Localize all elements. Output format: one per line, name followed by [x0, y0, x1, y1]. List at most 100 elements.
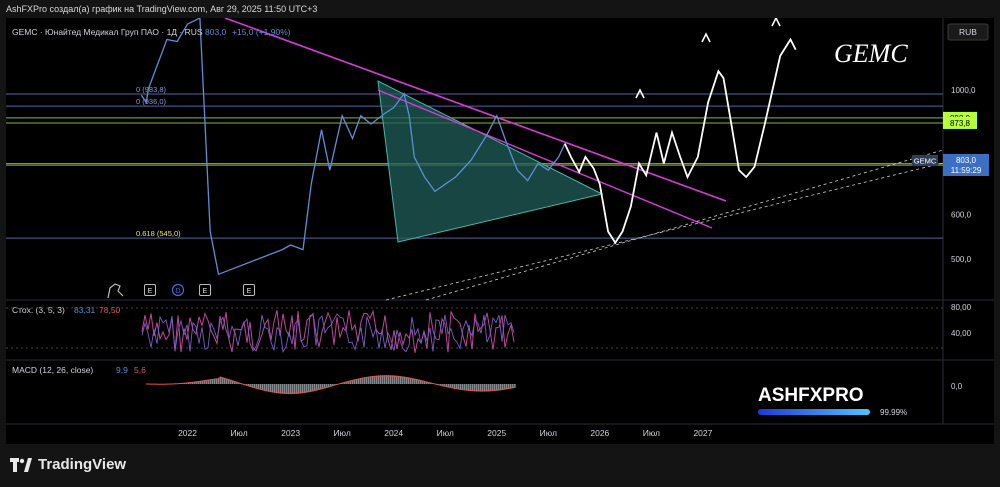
- macd-histogram-bar: [322, 384, 324, 390]
- macd-histogram-bar: [354, 379, 356, 384]
- macd-histogram-bar: [226, 378, 228, 384]
- macd-histogram-bar: [462, 384, 464, 391]
- price-chart-svg[interactable]: 0 (983,8) 0 (936,0) 0.618 (545,0) GEMC · Ю…: [6, 18, 994, 444]
- forecast-arrow-icon: [771, 18, 781, 27]
- macd-histogram-bar: [318, 384, 320, 391]
- earnings-marker: [243, 284, 255, 296]
- dividend-marker-label: D: [175, 288, 180, 295]
- dinosaur-icon[interactable]: [107, 283, 124, 299]
- macd-histogram-bar: [252, 384, 254, 388]
- macd-histogram-bar: [374, 375, 376, 384]
- symbol-title[interactable]: GEMC · Юнайтед Медикал Груп ПАО · 1Д · R…: [12, 27, 203, 37]
- macd-histogram-bar: [496, 384, 498, 391]
- macd-histogram-bar: [198, 381, 200, 384]
- macd-histogram-bar: [474, 384, 476, 392]
- macd-histogram-bar: [284, 384, 286, 394]
- symbol-annotation: GEMC: [834, 39, 908, 68]
- macd-histogram-bar: [402, 376, 404, 384]
- macd-histogram-bar: [426, 381, 428, 384]
- macd-histogram-bar: [362, 377, 364, 384]
- macd-histogram-bar: [356, 379, 358, 384]
- macd-histogram-bar: [382, 375, 384, 384]
- macd-histogram-bar: [506, 384, 508, 390]
- chart-frame[interactable]: 0 (983,8) 0 (936,0) 0.618 (545,0) GEMC · Ю…: [6, 18, 994, 444]
- time-axis-tick: 2025: [487, 428, 506, 438]
- macd-histogram-bar: [202, 380, 204, 384]
- stoch-tick: 80,00: [951, 303, 972, 312]
- macd-histogram-bar: [472, 384, 474, 392]
- macd-histogram-bar: [248, 384, 250, 386]
- macd-histogram-bar: [270, 384, 272, 393]
- watermark-progress-bar: [758, 409, 870, 415]
- time-axis-tick: 2023: [281, 428, 300, 438]
- macd-histogram-bar: [498, 384, 500, 391]
- macd-histogram-bar: [234, 381, 236, 384]
- macd-histogram-bar: [482, 384, 484, 392]
- macd-histogram-bar: [358, 378, 360, 384]
- stoch-tick: 40,00: [951, 329, 972, 338]
- macd-histogram-bar: [286, 384, 288, 395]
- macd-histogram-bar: [390, 375, 392, 384]
- earnings-marker-label: E: [148, 288, 153, 295]
- price-axis-tick: 500,0: [951, 255, 972, 264]
- current-price-symbol-tag: [912, 155, 938, 166]
- macd-histogram-bar: [378, 375, 380, 384]
- macd-histogram-bar: [210, 379, 212, 384]
- macd-histogram-bar: [326, 384, 328, 388]
- macd-histogram-bar: [204, 380, 206, 384]
- time-axis-ticks: 2022 Июл 2023 Июл 2024 Июл 2025 Июл 2026 Июл 2027: [178, 428, 713, 438]
- macd-histogram-bar: [446, 384, 448, 387]
- stoch-k-line: [141, 309, 515, 353]
- currency-label: RUB: [959, 27, 977, 37]
- macd-histogram-bar: [406, 377, 408, 384]
- macd-histogram-bar: [236, 381, 238, 384]
- macd-histogram-bar: [332, 384, 334, 387]
- macd-histogram-bar: [296, 384, 298, 394]
- macd-histogram-bar: [502, 384, 504, 391]
- macd-histogram-bar: [208, 379, 210, 384]
- current-price-tag: [943, 154, 989, 176]
- forecast-arrow-icon: [635, 88, 645, 99]
- macd-histogram-bar: [304, 384, 306, 393]
- stoch-title[interactable]: Стох. (3, 5, 3): [12, 305, 65, 315]
- macd-histogram-bar: [368, 376, 370, 384]
- macd-histogram-bar: [388, 375, 390, 384]
- macd-histogram-bar: [408, 377, 410, 384]
- earnings-marker: [199, 284, 211, 296]
- macd-histogram-bar: [480, 384, 482, 392]
- macd-histogram-bar: [500, 384, 502, 391]
- macd-histogram-bar: [372, 375, 374, 384]
- watermark-percent: 99.99%: [880, 408, 907, 417]
- macd-histogram-bar: [456, 384, 458, 390]
- macd-histogram-bar: [258, 384, 260, 390]
- macd-histogram-bar: [398, 375, 400, 384]
- time-axis-tick: 2026: [590, 428, 609, 438]
- macd-histogram-bar: [200, 380, 202, 384]
- chart-author-caption: AshFXPro создал(а) график на TradingView…: [6, 4, 318, 14]
- macd-histogram-bar: [300, 384, 302, 394]
- macd-title[interactable]: MACD (12, 26, close): [12, 365, 93, 375]
- time-axis-tick: Июл: [437, 428, 454, 438]
- fib-level-label: 0 (983,8): [136, 85, 167, 94]
- time-axis-tick: Июл: [230, 428, 247, 438]
- currency-button[interactable]: [947, 23, 989, 41]
- macd-histogram-bar: [320, 384, 322, 390]
- macd-histogram-bar: [510, 384, 512, 389]
- time-axis-tick: 2027: [693, 428, 712, 438]
- macd-histogram-bar: [386, 375, 388, 384]
- macd-value: 9,9: [116, 365, 128, 375]
- macd-histogram-bar: [214, 378, 216, 384]
- macd-histogram-bar: [250, 384, 252, 387]
- price-axis-tick: 1000,0: [951, 86, 976, 95]
- macd-histogram-bar: [478, 384, 480, 392]
- macd-histogram-bar: [376, 375, 378, 384]
- macd-histogram-bar: [404, 376, 406, 384]
- macd-histogram-bar: [308, 384, 310, 393]
- macd-histogram-bar: [216, 378, 218, 384]
- macd-histogram-bar: [484, 384, 486, 392]
- time-axis-tick: 2022: [178, 428, 197, 438]
- tradingview-logo[interactable]: TradingView: [10, 456, 126, 473]
- macd-histogram-bar: [488, 384, 490, 392]
- earnings-marker: [144, 284, 156, 296]
